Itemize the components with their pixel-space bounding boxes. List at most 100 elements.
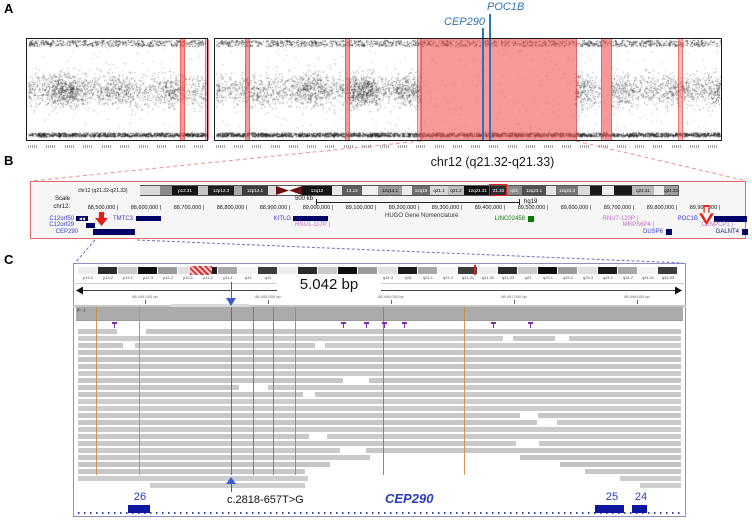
- igv-ideogram-band: [538, 267, 557, 274]
- aligned-read-fragment: [640, 483, 681, 488]
- igv-ideogram-band: [578, 267, 597, 274]
- ideogram-band: [578, 186, 590, 195]
- igv-band-label: q24.2: [622, 275, 633, 280]
- ideogram-band: [590, 186, 602, 195]
- gene-label-rnu7-120p: RNU7-120P |: [602, 215, 638, 222]
- ideogram-band: 12p12.3: [208, 186, 234, 195]
- variant-up-arrow-head: [226, 477, 236, 484]
- homozygosity-region: [601, 39, 612, 140]
- aligned-read-row: [78, 448, 341, 453]
- exon-25-label: 25: [605, 491, 619, 503]
- coverage-range-label: [0-..]: [77, 307, 86, 312]
- igv-position-marker: [474, 265, 476, 275]
- ideogram-band: [654, 186, 664, 195]
- igv-ideogram-band: [318, 267, 337, 274]
- igv-band-label: q21.31: [461, 275, 475, 280]
- igv-band-label: q21.33: [501, 275, 515, 280]
- igv-band-label: q24.33: [661, 275, 675, 280]
- aligned-read-row: [78, 441, 517, 446]
- insertion-marker-stem: [366, 324, 367, 328]
- exon-24-label: 24: [634, 491, 648, 503]
- aligned-read-row: [267, 385, 681, 390]
- gene-label-c12orf29: C12orf29: [49, 222, 74, 228]
- coordinate-label: 88,700,000 |: [173, 205, 205, 211]
- igv-band-label: p11.2: [203, 275, 213, 280]
- aligned-read-row: [78, 371, 681, 376]
- ideogram-band: q21.2: [448, 186, 464, 195]
- mismatch-column: [294, 307, 297, 475]
- ideogram-band: [362, 186, 378, 195]
- gene-label-dusp6: DUSP6: [642, 228, 663, 235]
- cep290-callout-label: CEP290: [444, 16, 485, 28]
- ruler-tick: [391, 300, 392, 304]
- aligned-read-row: [560, 462, 681, 467]
- mismatch-column: [95, 307, 98, 475]
- ideogram-band: 13.13: [342, 186, 362, 195]
- igv-band-label: q21.2: [442, 275, 453, 280]
- coordinate-label: 88,600,000 |: [130, 205, 162, 211]
- aligned-read-row: [78, 455, 370, 460]
- igv-band-label: p13.2: [102, 275, 113, 280]
- track-divider-bar: [73, 305, 686, 307]
- igv-ideogram-band: [218, 267, 237, 274]
- igv-band-label: q11: [244, 275, 252, 280]
- insertion-marker: [112, 322, 117, 324]
- scalebar-tick: [519, 199, 520, 205]
- igv-band-label: q23.1: [542, 275, 553, 280]
- aligned-read-row: [513, 336, 556, 341]
- homozygosity-region: [245, 39, 250, 140]
- igv-ideogram-band: [438, 267, 457, 274]
- aligned-read-row: [134, 343, 315, 348]
- coverage-track: [76, 307, 683, 321]
- igv-band-label: q14.3: [382, 275, 393, 280]
- aligned-read-fragment: [78, 476, 308, 481]
- ideogram-band: 12q14.1: [378, 186, 402, 195]
- aligned-read-row: [78, 413, 521, 418]
- ideogram-band: 12q21.31: [464, 186, 491, 195]
- coordinate-label: 89,400,000 |: [474, 205, 506, 211]
- aligned-read-row: [325, 343, 681, 348]
- ruler-tick-label: 88.497.000 bp: [501, 294, 527, 299]
- ideogram-band: [546, 186, 556, 195]
- coordinate-label: 89,500,000 |: [517, 205, 549, 211]
- aligned-read-row: [78, 392, 304, 397]
- insertion-marker: [382, 322, 387, 324]
- ideogram-band: q24.31: [632, 186, 654, 195]
- variant-pointer-stem: [230, 282, 232, 298]
- igv-ideogram-band: [598, 267, 617, 274]
- aligned-read-row: [366, 448, 681, 453]
- gene-exon-box: ◀◀: [76, 216, 88, 221]
- mismatch-column: [252, 307, 255, 475]
- gene-exon-box: [666, 229, 672, 235]
- scale-label: Scale: [54, 196, 70, 202]
- aligned-read-fragment: [150, 483, 305, 488]
- gene-exon-box-25: [595, 505, 624, 513]
- aligned-read-row: [78, 336, 504, 341]
- locus-highlight-box: [489, 184, 507, 196]
- igv-ideogram-band: [278, 267, 297, 274]
- ideogram-range-label: chr12 (q21.32-q21.33): [78, 188, 128, 194]
- aligned-read-row: [520, 455, 681, 460]
- aligned-read-row: [568, 336, 681, 341]
- homozygosity-region: [421, 39, 577, 140]
- igv-band-label: q23.3: [582, 275, 593, 280]
- ideogram-band: 21.33: [491, 186, 506, 195]
- gene-label-mrps6p4: MRPS6P4 |: [622, 222, 654, 228]
- aligned-read-row: [78, 434, 309, 439]
- igv-band-label: q22: [524, 275, 532, 280]
- ideogram-band: [140, 186, 160, 195]
- aligned-read-row: [78, 420, 537, 425]
- aligned-read-row: [78, 350, 681, 355]
- assembly-label: hg19: [524, 199, 538, 205]
- igv-band-label: p12.1: [182, 275, 193, 280]
- igv-ideogram-band: [138, 267, 157, 274]
- chromosome-label: chr12:: [53, 204, 70, 210]
- plot-frame: [26, 38, 208, 141]
- gene-exon-box: [714, 216, 747, 222]
- ruler-tick: [145, 300, 146, 304]
- igv-ideogram-band: [478, 267, 497, 274]
- aligned-read-row: [78, 406, 681, 411]
- ideogram-band: q22: [506, 186, 522, 195]
- ruler-tick-label: 88.498.000 bp: [624, 294, 650, 299]
- variant-up-arrow-stem: [230, 484, 232, 492]
